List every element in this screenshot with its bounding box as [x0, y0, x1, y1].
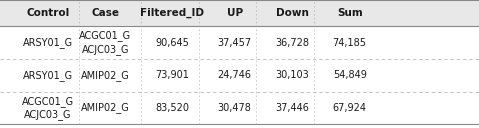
Text: 24,746: 24,746: [218, 70, 251, 80]
Text: UP: UP: [227, 8, 243, 18]
Text: AMIP02_G: AMIP02_G: [81, 70, 130, 81]
Text: 90,645: 90,645: [156, 38, 189, 48]
Text: ARSY01_G: ARSY01_G: [23, 70, 73, 81]
Text: 73,901: 73,901: [156, 70, 189, 80]
Text: ARSY01_G: ARSY01_G: [23, 37, 73, 48]
Text: Control: Control: [26, 8, 69, 18]
Text: 30,103: 30,103: [275, 70, 309, 80]
Text: ACGC01_G
ACJC03_G: ACGC01_G ACJC03_G: [22, 96, 74, 120]
Text: Case: Case: [91, 8, 119, 18]
Text: Down: Down: [276, 8, 308, 18]
Text: 30,478: 30,478: [218, 103, 251, 113]
Text: ACGC01_G
ACJC03_G: ACGC01_G ACJC03_G: [80, 30, 131, 55]
Text: 74,185: 74,185: [333, 38, 366, 48]
Bar: [0, 0, 479, 26]
Text: AMIP02_G: AMIP02_G: [81, 102, 130, 113]
Text: 37,457: 37,457: [217, 38, 252, 48]
Text: 54,849: 54,849: [333, 70, 366, 80]
Text: 36,728: 36,728: [275, 38, 309, 48]
Text: Sum: Sum: [337, 8, 363, 18]
Text: 37,446: 37,446: [275, 103, 309, 113]
Text: 83,520: 83,520: [156, 103, 189, 113]
Text: Filtered_ID: Filtered_ID: [140, 8, 205, 18]
Text: 67,924: 67,924: [333, 103, 366, 113]
